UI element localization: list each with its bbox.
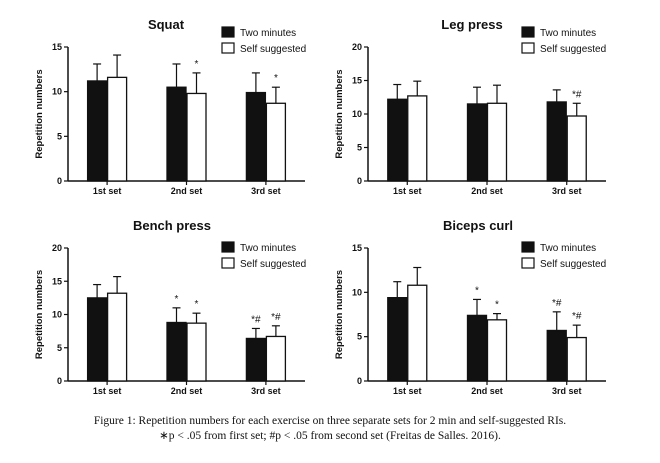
legend-label-two-minutes: Two minutes bbox=[240, 243, 296, 254]
bar-two-minutes bbox=[466, 103, 488, 182]
legend-swatch-two-minutes bbox=[521, 241, 535, 253]
x-tick-label: 3rd set bbox=[251, 186, 281, 196]
bar-self-suggested bbox=[265, 335, 287, 382]
bar-two-minutes bbox=[387, 98, 408, 182]
chart-panel-2: Bench press Repetition numbers 0 5 10 15 20 1st… bbox=[34, 218, 306, 396]
figure-caption: Figure 1: Repetition numbers for each ex… bbox=[0, 414, 660, 444]
legend-swatch-self-suggested bbox=[221, 42, 235, 54]
x-tick-label: 3rd set bbox=[552, 186, 582, 196]
caption-line-1: Figure 1: Repetition numbers for each ex… bbox=[93, 415, 567, 427]
x-tick-label: 3rd set bbox=[251, 386, 281, 396]
legend-label-self-suggested: Self suggested bbox=[240, 259, 306, 270]
significance-marker: *# bbox=[251, 314, 261, 325]
y-axis-label: Repetition numbers bbox=[334, 69, 345, 158]
y-tick-label: 15 bbox=[52, 276, 62, 286]
bar-self-suggested bbox=[186, 322, 207, 382]
y-tick-label: 20 bbox=[352, 42, 362, 52]
bar-self-suggested bbox=[566, 115, 587, 182]
significance-marker: * bbox=[495, 300, 499, 311]
y-tick-label: 0 bbox=[357, 376, 362, 386]
bar-self-suggested bbox=[407, 95, 428, 182]
y-tick-label: 5 bbox=[357, 143, 362, 153]
significance-marker: *# bbox=[552, 298, 562, 309]
legend-swatch-self-suggested bbox=[521, 42, 535, 54]
chart-title: Bench press bbox=[133, 218, 211, 233]
y-tick-label: 15 bbox=[352, 243, 362, 253]
bar-self-suggested bbox=[407, 284, 428, 382]
legend-label-self-suggested: Self suggested bbox=[540, 44, 606, 55]
y-tick-label: 5 bbox=[357, 332, 362, 342]
chart-panel-1: Leg press Repetition numbers 0 5 10 15 20 1st s… bbox=[334, 17, 606, 196]
significance-marker: *# bbox=[572, 89, 582, 100]
legend-swatch-two-minutes bbox=[521, 26, 535, 38]
legend-label-two-minutes: Two minutes bbox=[540, 28, 596, 39]
x-tick-label: 2nd set bbox=[171, 186, 203, 196]
legend-swatch-two-minutes bbox=[221, 26, 235, 38]
significance-marker: * bbox=[195, 59, 199, 70]
bar-self-suggested bbox=[265, 102, 287, 182]
significance-marker: * bbox=[195, 299, 199, 310]
y-tick-label: 10 bbox=[352, 287, 362, 297]
legend-swatch-self-suggested bbox=[221, 257, 235, 269]
bar-two-minutes bbox=[245, 91, 267, 182]
caption-line-2: ∗p < .05 from first set; #p < .05 from s… bbox=[159, 430, 501, 442]
x-tick-label: 1st set bbox=[393, 186, 422, 196]
chart-title: Leg press bbox=[441, 17, 502, 32]
legend-swatch-self-suggested bbox=[521, 257, 535, 269]
y-axis-label: Repetition numbers bbox=[334, 270, 345, 359]
bar-self-suggested bbox=[566, 336, 587, 382]
y-tick-label: 20 bbox=[52, 243, 62, 253]
bar-two-minutes bbox=[86, 80, 108, 182]
significance-marker: * bbox=[274, 73, 278, 84]
y-tick-label: 0 bbox=[357, 176, 362, 186]
x-tick-label: 2nd set bbox=[171, 386, 203, 396]
bar-two-minutes bbox=[166, 86, 187, 182]
legend-swatch-two-minutes bbox=[221, 241, 235, 253]
x-tick-label: 2nd set bbox=[471, 386, 503, 396]
chart-title: Squat bbox=[148, 17, 185, 32]
legend-label-two-minutes: Two minutes bbox=[540, 243, 596, 254]
x-tick-label: 1st set bbox=[93, 186, 122, 196]
y-axis-label: Repetition numbers bbox=[34, 270, 45, 359]
bar-two-minutes bbox=[245, 337, 267, 382]
legend-label-two-minutes: Two minutes bbox=[240, 28, 296, 39]
bar-self-suggested bbox=[186, 92, 207, 182]
y-tick-label: 10 bbox=[352, 109, 362, 119]
bar-self-suggested bbox=[486, 319, 508, 382]
x-tick-label: 1st set bbox=[393, 386, 422, 396]
y-tick-label: 5 bbox=[57, 131, 62, 141]
bar-self-suggested bbox=[486, 102, 508, 182]
y-tick-label: 5 bbox=[57, 343, 62, 353]
y-tick-label: 0 bbox=[57, 176, 62, 186]
bar-two-minutes bbox=[546, 101, 567, 182]
bar-self-suggested bbox=[106, 76, 128, 182]
bar-two-minutes bbox=[166, 321, 187, 382]
bar-two-minutes bbox=[546, 329, 567, 382]
significance-marker: * bbox=[175, 294, 179, 305]
bar-two-minutes bbox=[466, 314, 488, 382]
y-tick-label: 10 bbox=[52, 310, 62, 320]
y-tick-label: 15 bbox=[52, 42, 62, 52]
legend-label-self-suggested: Self suggested bbox=[540, 259, 606, 270]
chart-panel-3: Biceps curl Repetition numbers 0 5 10 15 1st s… bbox=[334, 218, 606, 396]
x-tick-label: 2nd set bbox=[471, 186, 503, 196]
significance-marker: * bbox=[475, 285, 479, 296]
bar-two-minutes bbox=[86, 297, 108, 382]
chart-panel-0: Squat Repetition numbers 0 5 10 15 1st set 2nd … bbox=[34, 17, 306, 196]
y-tick-label: 10 bbox=[52, 87, 62, 97]
significance-marker: *# bbox=[271, 312, 281, 323]
legend-label-self-suggested: Self suggested bbox=[240, 44, 306, 55]
chart-title: Biceps curl bbox=[443, 218, 513, 233]
y-axis-label: Repetition numbers bbox=[34, 69, 45, 158]
bar-self-suggested bbox=[106, 292, 128, 382]
figure-charts: Squat Repetition numbers 0 5 10 15 1st set 2nd … bbox=[34, 17, 606, 396]
y-tick-label: 15 bbox=[352, 76, 362, 86]
bar-two-minutes bbox=[387, 297, 408, 382]
x-tick-label: 3rd set bbox=[552, 386, 582, 396]
significance-marker: *# bbox=[572, 311, 582, 322]
y-tick-label: 0 bbox=[57, 376, 62, 386]
x-tick-label: 1st set bbox=[93, 386, 122, 396]
